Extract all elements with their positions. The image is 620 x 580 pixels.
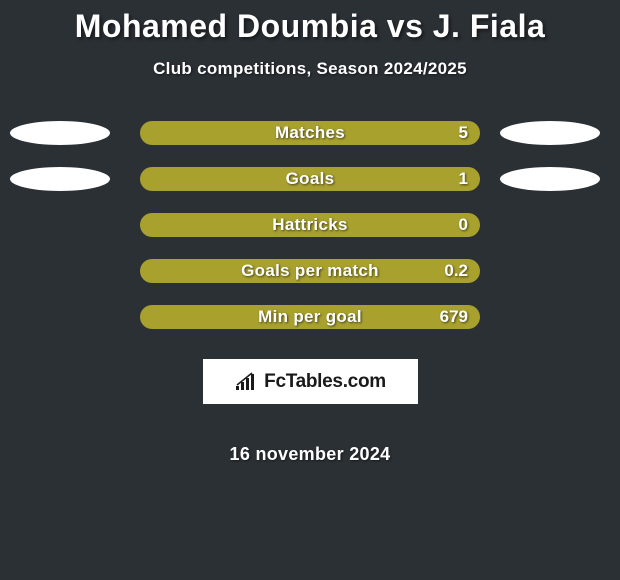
stat-label: Hattricks: [272, 215, 347, 235]
stat-label: Min per goal: [258, 307, 362, 327]
stat-row-hattricks: Hattricks 0: [0, 213, 620, 237]
stat-row-goals-per-match: Goals per match 0.2: [0, 259, 620, 283]
logo-text: FcTables.com: [264, 371, 386, 393]
stat-value: 0: [459, 215, 468, 235]
left-ellipse: [10, 167, 110, 191]
right-ellipse: [500, 167, 600, 191]
stat-row-min-per-goal: Min per goal 679: [0, 305, 620, 329]
subtitle: Club competitions, Season 2024/2025: [0, 59, 620, 79]
stat-bar: Hattricks 0: [140, 213, 480, 237]
comparison-title: Mohamed Doumbia vs J. Fiala: [0, 8, 620, 45]
main-container: Mohamed Doumbia vs J. Fiala Club competi…: [0, 0, 620, 465]
stat-value: 1: [459, 169, 468, 189]
stat-label: Matches: [275, 123, 345, 143]
left-ellipse: [10, 121, 110, 145]
stat-value: 679: [440, 307, 468, 327]
right-ellipse: [500, 121, 600, 145]
stat-bar: Min per goal 679: [140, 305, 480, 329]
stat-row-goals: Goals 1: [0, 167, 620, 191]
logo-box: FcTables.com: [203, 359, 418, 404]
chart-icon: [234, 372, 258, 392]
date-label: 16 november 2024: [230, 444, 391, 465]
stat-value: 0.2: [444, 261, 468, 281]
stat-bar: Matches 5: [140, 121, 480, 145]
stat-bar: Goals per match 0.2: [140, 259, 480, 283]
stats-area: Matches 5 Goals 1 Hattricks 0 Goals: [0, 121, 620, 465]
stat-label: Goals per match: [241, 261, 379, 281]
stat-label: Goals: [286, 169, 335, 189]
stat-row-matches: Matches 5: [0, 121, 620, 145]
stat-bar: Goals 1: [140, 167, 480, 191]
stat-value: 5: [459, 123, 468, 143]
